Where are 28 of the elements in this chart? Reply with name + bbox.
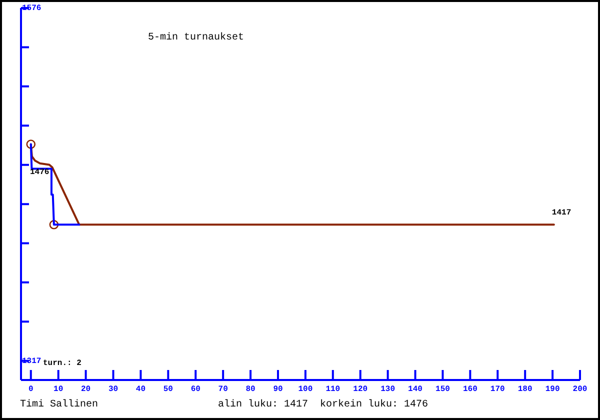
x-tick-label: 110 bbox=[326, 384, 340, 394]
x-tick-label: 140 bbox=[408, 384, 423, 394]
x-tick-label: 40 bbox=[136, 384, 146, 394]
x-tick-label: 0 bbox=[28, 384, 34, 394]
x-tick-label: 160 bbox=[462, 384, 478, 394]
x-tick-label: 170 bbox=[490, 384, 506, 394]
x-tick-label: 70 bbox=[218, 384, 228, 394]
text: 5-min turnaukset bbox=[148, 32, 244, 44]
x-tick-label: 150 bbox=[436, 384, 450, 394]
x-tick-label: 10 bbox=[54, 384, 64, 394]
x-tick-label: 50 bbox=[163, 384, 174, 394]
x-tick-label: 80 bbox=[246, 384, 256, 394]
text: Timi Sallinen bbox=[20, 398, 98, 411]
x-tick-label: 120 bbox=[353, 384, 368, 394]
x-tick-label: 30 bbox=[108, 384, 118, 394]
x-tick-label: 90 bbox=[273, 384, 283, 394]
x-tick-label: 130 bbox=[380, 384, 396, 394]
x-tick-label: 60 bbox=[190, 384, 201, 394]
x-tick-label: 190 bbox=[545, 384, 560, 394]
x-tick-label: 200 bbox=[572, 384, 588, 394]
y-tick-label: 1317 bbox=[22, 356, 42, 366]
annotation: 1476 bbox=[30, 168, 50, 178]
text: alin luku: 1417 korkein luku: 1476 bbox=[218, 398, 428, 411]
annotation: turn.: 2 bbox=[43, 359, 82, 368]
annotation: 1417 bbox=[552, 208, 572, 218]
x-tick-label: 180 bbox=[518, 384, 532, 394]
x-tick-label: 100 bbox=[298, 384, 313, 394]
x-tick-label: 20 bbox=[80, 384, 91, 394]
